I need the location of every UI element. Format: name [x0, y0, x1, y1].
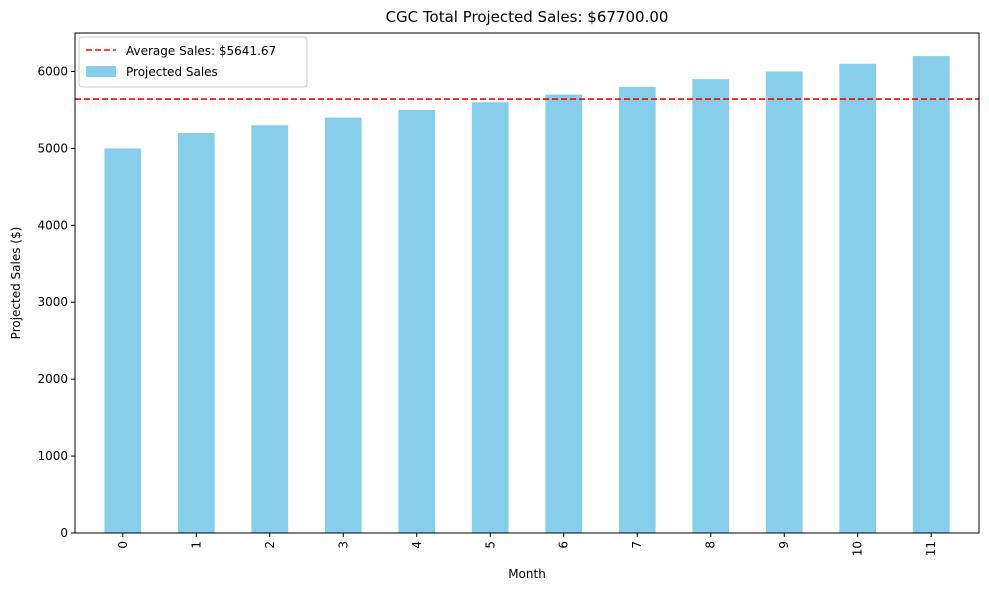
y-tick-label: 2000	[37, 372, 68, 386]
y-tick-label: 1000	[37, 449, 68, 463]
x-tick-label: 8	[704, 541, 718, 549]
bar-3	[324, 117, 362, 534]
bar-0	[104, 148, 142, 533]
chart-title: CGC Total Projected Sales: $67700.00	[386, 8, 669, 26]
bar-5	[471, 102, 509, 533]
x-tick-label: 9	[777, 541, 791, 549]
bar-11	[912, 56, 950, 533]
legend-frame	[78, 36, 308, 88]
bar-4	[398, 109, 436, 534]
bar-6	[545, 94, 583, 533]
x-ticks-layer: 0 1 2 3 4 5 6 7 8 9 10 11	[116, 533, 938, 556]
y-axis-label: Projected Sales ($)	[9, 227, 23, 340]
x-tick-label: 11	[924, 541, 938, 556]
x-tick-label: 1	[189, 541, 203, 549]
bar-8	[692, 79, 730, 534]
x-tick-label: 10	[851, 541, 865, 556]
x-tick-label: 0	[116, 541, 130, 549]
x-tick-label: 3	[336, 541, 350, 549]
bar-2	[251, 125, 289, 533]
legend-average-label: Average Sales: $5641.67	[126, 44, 276, 58]
bar-1	[177, 133, 215, 533]
y-ticks-layer: 0 1000 2000 3000 4000 5000 6000	[37, 64, 75, 540]
x-tick-label: 5	[483, 541, 497, 549]
legend-bar-swatch	[86, 66, 116, 77]
y-tick-label: 0	[60, 526, 68, 540]
x-tick-label: 7	[630, 541, 644, 549]
chart-legend: Average Sales: $5641.67 Projected Sales	[78, 36, 308, 88]
x-tick-label: 4	[410, 541, 424, 549]
y-tick-label: 5000	[37, 141, 68, 155]
legend-series-label: Projected Sales	[126, 65, 218, 79]
x-tick-label: 6	[557, 541, 571, 549]
bars-layer	[104, 56, 950, 534]
x-axis-label: Month	[508, 567, 546, 581]
y-tick-label: 3000	[37, 295, 68, 309]
bar-10	[839, 63, 877, 534]
y-tick-label: 4000	[37, 218, 68, 232]
bar-7	[618, 86, 656, 533]
bar-9	[765, 71, 803, 534]
axes-layer	[74, 32, 980, 534]
x-tick-label: 2	[263, 541, 277, 549]
plot-frame	[74, 32, 980, 534]
y-tick-label: 6000	[37, 64, 68, 78]
